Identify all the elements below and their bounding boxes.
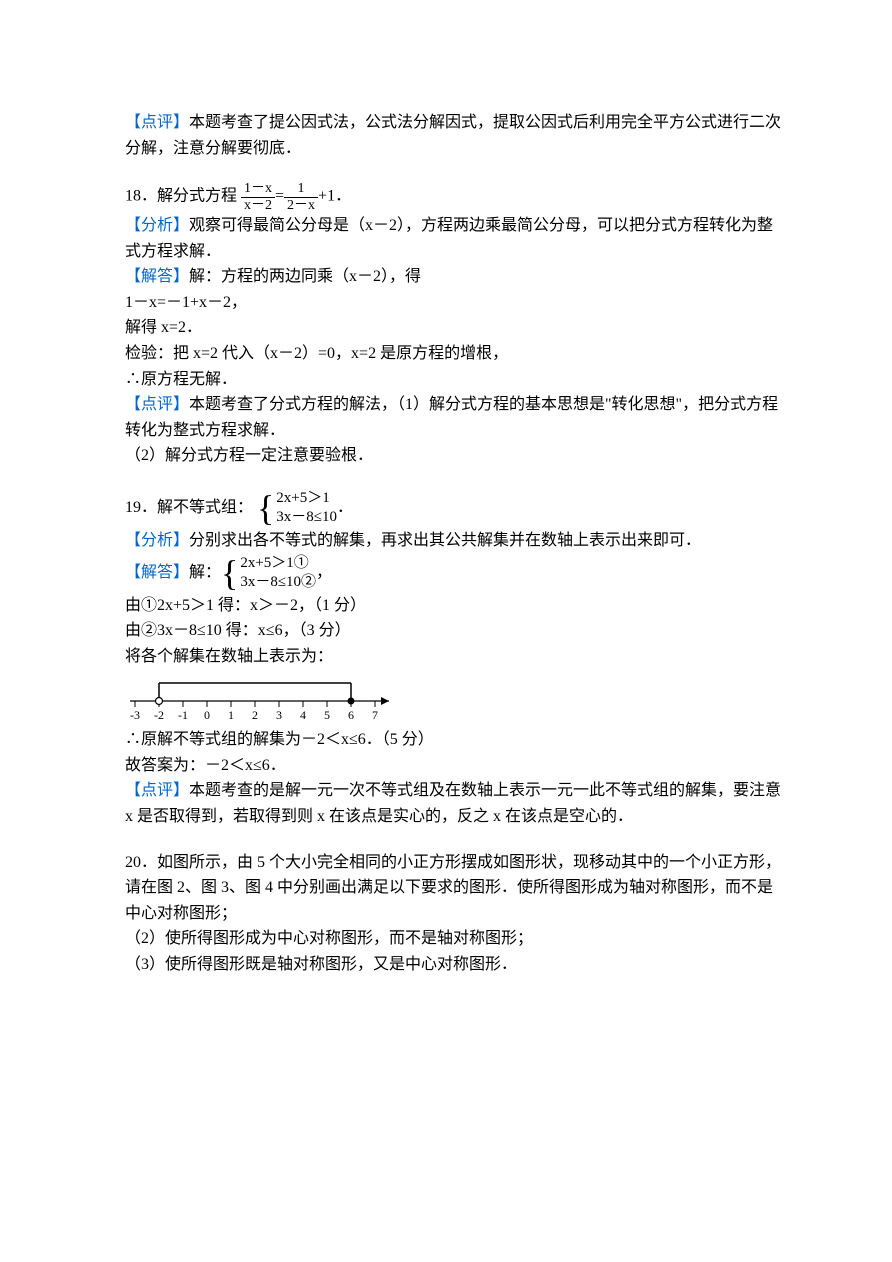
number-line-diagram: -3 -2 -1 0 1 2 3 4 5 6 7 [125, 675, 782, 723]
label-dianping: 【点评】 [125, 782, 189, 799]
p19-system: { 2x+5＞1 3x－8≤10 [257, 489, 337, 528]
p19-number: 19．解不等式组： [125, 499, 253, 516]
p18-analysis-text: 观察可得最简公分母是（x－2），方程两边乘最简公分母，可以把分式方程转化为整式方… [125, 217, 773, 260]
svg-text:5: 5 [324, 708, 330, 722]
p19-step2: 由②3x－8≤10 得：x≤6，（3 分） [125, 618, 782, 644]
p20-line3: （3）使所得图形既是轴对称图形，又是中心对称图形． [125, 952, 782, 978]
spacer [125, 161, 782, 181]
p19-solve-start: 【解答】解： { 2x+5＞1① 3x－8≤10② ， [125, 554, 782, 593]
spacer [125, 830, 782, 850]
p20-line2: （2）使所得图形成为中心对称图形，而不是轴对称图形； [125, 926, 782, 952]
p17-comment-text: 本题考查了提公因式法，公式法分解因式，提取公因式后利用完全平方公式进行二次分解，… [125, 114, 781, 157]
p19-title: 19．解不等式组： { 2x+5＞1 3x－8≤10 ． [125, 489, 782, 528]
p18-solve3: 解得 x=2． [125, 315, 782, 341]
p20-line1: 20．如图所示，由 5 个大小完全相同的小正方形摆成如图形状，现移动其中的一个小… [125, 850, 782, 927]
label-dianping: 【点评】 [125, 114, 189, 131]
p18-solve2: 1－x=－1+x－2， [125, 290, 782, 316]
brace-icon: { [257, 490, 274, 526]
svg-text:3: 3 [276, 708, 282, 722]
label-dianping: 【点评】 [125, 396, 189, 413]
p18-solve-start: 【解答】解：方程的两边同乘（x－2），得 [125, 264, 782, 290]
p18-number: 18．解分式方程 [125, 188, 237, 205]
svg-text:-1: -1 [178, 708, 188, 722]
p19-step1: 由①2x+5＞1 得：x＞－2，（1 分） [125, 593, 782, 619]
svg-text:-3: -3 [130, 708, 140, 722]
frac-left: 1－x x－2 [241, 181, 275, 213]
svg-text:7: 7 [372, 708, 378, 722]
svg-text:0: 0 [204, 708, 210, 722]
p18-comment2: （2）解分式方程一定注意要验根． [125, 443, 782, 469]
svg-text:1: 1 [228, 708, 234, 722]
p19-comment: 【点评】本题考查的是解一元一次不等式组及在数轴上表示一元一此不等式组的解集，要注… [125, 778, 782, 829]
p19-analysis: 【分析】分别求出各不等式的解集，再求出其公共解集并在数轴上表示出来即可． [125, 528, 782, 554]
label-jieda: 【解答】 [125, 564, 189, 581]
p17-comment: 【点评】本题考查了提公因式法，公式法分解因式，提取公因式后利用完全平方公式进行二… [125, 110, 782, 161]
svg-text:2: 2 [252, 708, 258, 722]
brace-icon: { [221, 555, 238, 591]
label-jieda: 【解答】 [125, 268, 189, 285]
p19-system-labeled: { 2x+5＞1① 3x－8≤10② [221, 554, 316, 593]
label-fenxi: 【分析】 [125, 217, 189, 234]
spacer [125, 469, 782, 489]
p18-analysis: 【分析】观察可得最简公分母是（x－2），方程两边乘最简公分母，可以把分式方程转化… [125, 213, 782, 264]
p18-comment: 【点评】本题考查了分式方程的解法，（1）解分式方程的基本思想是"转化思想"，把分… [125, 392, 782, 443]
svg-text:-2: -2 [154, 708, 164, 722]
svg-text:6: 6 [348, 708, 354, 722]
p19-result: ∴原解不等式组的解集为－2＜x≤6．（5 分） [125, 727, 782, 753]
p18-solve5: ∴原方程无解． [125, 367, 782, 393]
p18-equation: 1－x x－2 = 1 2－x +1 [241, 181, 335, 213]
p18-solve4: 检验：把 x=2 代入（x－2）=0，x=2 是原方程的增根， [125, 341, 782, 367]
p19-step3: 将各个解集在数轴上表示为： [125, 644, 782, 670]
frac-right: 1 2－x [284, 181, 318, 213]
p18-title: 18．解分式方程 1－x x－2 = 1 2－x +1 ． [125, 181, 782, 213]
label-fenxi: 【分析】 [125, 532, 189, 549]
p19-answer: 故答案为：－2＜x≤6． [125, 753, 782, 779]
svg-text:4: 4 [300, 708, 306, 722]
